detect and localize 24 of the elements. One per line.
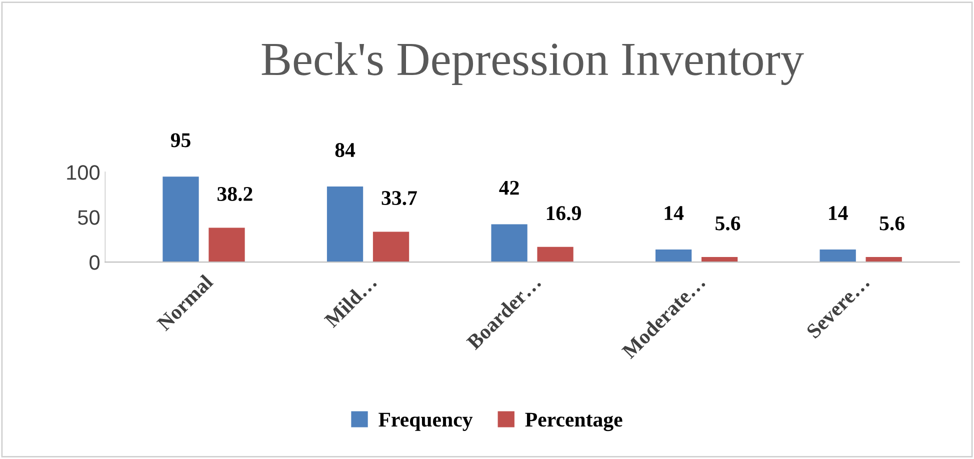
data-label: 95	[170, 133, 190, 148]
bar	[655, 249, 692, 262]
bar	[162, 176, 199, 262]
data-label: 16.9	[546, 206, 581, 220]
bar	[208, 228, 245, 262]
data-label: 33.7	[382, 191, 417, 206]
data-label: 38.2	[218, 186, 252, 202]
y-tick-label: 100	[67, 165, 100, 180]
bar	[537, 246, 574, 262]
chart-title: Beck's Depression Inventory	[262, 42, 804, 86]
legend-label: Frequency	[378, 412, 473, 431]
bar	[372, 232, 410, 262]
data-label: 14	[829, 206, 848, 220]
bar	[820, 249, 856, 262]
data-label: 5.6	[716, 216, 740, 230]
y-tick-label: 0	[90, 255, 100, 270]
bar	[326, 186, 364, 262]
data-label: 84	[335, 143, 356, 158]
legend-label: Percentage	[525, 412, 622, 432]
data-label: 42	[499, 180, 519, 195]
bar	[491, 224, 528, 262]
y-tick-label: 50	[78, 210, 100, 225]
data-label: 5.6	[880, 216, 904, 230]
data-label: 14	[664, 206, 684, 220]
